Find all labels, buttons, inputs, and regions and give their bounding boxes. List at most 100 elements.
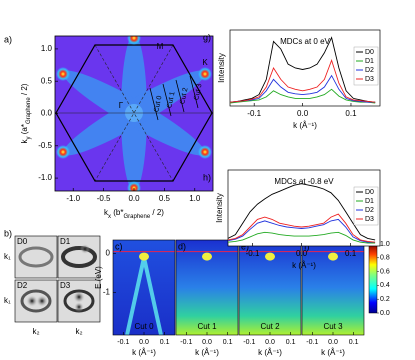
symmetry-label: K: [202, 58, 208, 67]
x-axis-label-part: k: [104, 208, 109, 217]
hot-spot: [202, 252, 212, 261]
panel-label: d): [178, 241, 186, 251]
colorbar-tick-label: 0.8: [380, 255, 390, 262]
mdc-line: [227, 231, 376, 244]
y-axis-label-part: (a*: [20, 124, 29, 136]
x-tick-label: 0.0: [139, 339, 149, 346]
x-axis-label: k (Å⁻¹): [293, 121, 317, 130]
cut-label: Cut 1: [197, 322, 217, 331]
x-tick-label: -0.1: [180, 339, 192, 346]
colorbar: [368, 243, 378, 314]
x-tick-label: 0.1: [345, 109, 357, 118]
chart-title: MDCs at -0.8 eV: [274, 177, 334, 186]
y-tick-label: -0.5: [38, 141, 52, 150]
hot-spot: [328, 252, 338, 261]
panel-label: h): [203, 172, 211, 182]
x-tick-label: 0.0: [128, 194, 140, 203]
cut-label: Cut 2: [179, 87, 189, 105]
x-axis-label: kx (b*Graphene / 2): [104, 208, 164, 219]
map-label: D0: [17, 237, 28, 246]
x-tick-label: 0.1: [286, 339, 296, 346]
panel-label: a): [4, 34, 12, 44]
cut-label: Cut 0: [134, 322, 154, 331]
colorbar-tick-label: 0.0: [380, 310, 390, 317]
panel-label: g): [203, 32, 211, 42]
diffraction-maps: [14, 235, 101, 323]
legend-label: D1: [365, 58, 374, 65]
x-tick-label: 0.1: [223, 339, 233, 346]
legend-label: D3: [365, 216, 374, 223]
y-axis-label-part: y: [26, 136, 32, 139]
x-tick-label: 0.1: [349, 339, 359, 346]
colorbar-tick-label: 0.4: [380, 282, 390, 289]
x-axis-label-part: / 2): [150, 208, 164, 217]
x-axis-label: k (Å⁻¹): [195, 348, 219, 357]
mdc-line: [229, 59, 376, 103]
x-tick-label: -1.0: [66, 194, 80, 203]
x-tick-label: 0.5: [159, 194, 171, 203]
hot-spot: [265, 252, 275, 261]
row-label: k₁: [4, 296, 11, 305]
x-axis-label-part: x: [108, 214, 111, 220]
x-tick-label: -0.1: [247, 109, 261, 118]
x-axis-label: k (Å⁻¹): [132, 348, 156, 357]
y-tick-label: 0: [106, 249, 111, 258]
mdc-line: [229, 88, 376, 104]
col-label: k₂: [75, 327, 82, 336]
cut-label: Cut 1: [166, 91, 176, 109]
x-tick-label: 0.0: [265, 339, 275, 346]
legend-label: D2: [365, 67, 374, 74]
legend-label: D3: [365, 76, 374, 83]
x-tick-label: 0.0: [297, 109, 309, 118]
x-tick-label: -0.5: [97, 194, 111, 203]
x-tick-label: 0.1: [160, 339, 170, 346]
y-axis-label-part: / 2): [20, 83, 29, 97]
y-axis-label-part: k: [20, 138, 29, 143]
x-axis-label: k (Å⁻¹): [321, 348, 345, 357]
panel-label: c): [115, 241, 123, 251]
colorbar-tick-label: 0.2: [380, 296, 390, 303]
y-axis-label: E (eV): [94, 266, 103, 289]
cut-label: Cut 0: [153, 95, 163, 113]
map-label: D3: [60, 281, 71, 290]
y-axis-label: Intensity: [215, 193, 224, 223]
x-axis-label: k (Å⁻¹): [258, 348, 282, 357]
cut-label: Cut 2: [260, 322, 280, 331]
x-axis-label-part: Graphene: [123, 214, 150, 220]
y-tick-label: -1: [103, 287, 111, 296]
y-tick-label: 0.0: [41, 109, 53, 118]
legend-label: D2: [365, 207, 374, 214]
x-tick-label: -0.1: [117, 339, 129, 346]
legend-label: D1: [365, 198, 374, 205]
x-tick-label: 1.0: [189, 194, 201, 203]
panel-label: b): [4, 228, 12, 238]
chart-title: MDCs at 0 eV: [280, 37, 330, 46]
row-label: k₁: [4, 252, 11, 261]
colorbar-tick-label: 1.0: [380, 241, 390, 248]
map-label: D2: [17, 281, 28, 290]
y-tick-label: -1.0: [38, 173, 52, 182]
colorbar-tick-label: 0.6: [380, 268, 390, 275]
symmetry-label: M: [157, 42, 164, 51]
cut-label: Cut 3: [193, 83, 203, 101]
mdc-line: [229, 36, 376, 103]
panel-label: f): [304, 241, 310, 251]
y-tick-label: 0.5: [41, 76, 53, 85]
mdc-line: [227, 183, 376, 241]
x-tick-label: 0.0: [202, 339, 212, 346]
col-label: k₂: [32, 327, 39, 336]
mdc-line: [227, 213, 376, 243]
y-axis-label: ky (a*Graphene / 2): [20, 83, 31, 143]
x-tick-label: 0.0: [296, 249, 308, 258]
symmetry-label: Γ: [119, 101, 124, 110]
mdc-line: [229, 74, 376, 103]
x-tick-label: 0.0: [328, 339, 338, 346]
x-tick-label: 0.1: [345, 249, 357, 258]
x-tick-label: -0.1: [246, 249, 260, 258]
legend-label: D0: [365, 49, 374, 56]
y-tick-label: 1.0: [41, 44, 53, 53]
panel-label: e): [241, 241, 249, 251]
legend-label: D0: [365, 189, 374, 196]
hot-spot: [139, 252, 149, 261]
